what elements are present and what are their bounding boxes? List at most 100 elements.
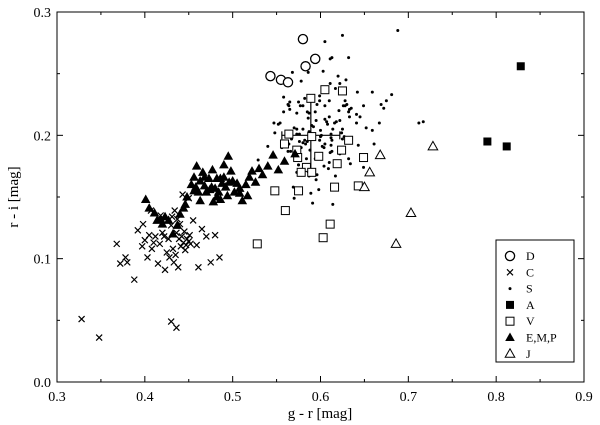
x-axis-label: g - r [mag] [288, 406, 353, 422]
data-point [266, 144, 270, 148]
x-tick-label: 0.7 [400, 390, 418, 405]
data-point [207, 258, 215, 266]
data-point [344, 135, 354, 145]
x-tick-label: 0.8 [487, 390, 505, 405]
data-point [303, 96, 307, 100]
data-point [167, 318, 175, 325]
x-tick-label: 0.6 [312, 390, 330, 405]
data-point [289, 149, 293, 153]
data-point [169, 245, 177, 253]
data-point [372, 142, 376, 146]
data-point [340, 131, 344, 135]
data-point [139, 220, 147, 228]
data-point [390, 237, 402, 248]
data-point [297, 100, 301, 104]
data-point [348, 162, 352, 166]
data-point [178, 233, 186, 240]
data-point [290, 70, 294, 74]
data-point [337, 109, 341, 113]
data-point [319, 128, 322, 132]
data-point [318, 138, 322, 142]
data-point [294, 186, 304, 196]
data-point [198, 225, 206, 233]
legend-item: J [504, 347, 531, 361]
data-point [134, 226, 142, 234]
x-tick-label: 0.4 [136, 390, 154, 405]
data-point [295, 127, 299, 131]
data-point [338, 119, 342, 123]
data-point [300, 61, 311, 72]
data-point [226, 166, 236, 175]
data-point [151, 233, 159, 240]
data-point [296, 167, 306, 177]
data-point [287, 104, 291, 108]
data-point [315, 103, 319, 106]
data-point [257, 169, 268, 179]
data-point [382, 106, 386, 110]
data-point [297, 33, 309, 45]
data-point [304, 157, 308, 161]
data-point [340, 33, 344, 37]
series-s [256, 29, 425, 206]
data-point [359, 153, 369, 163]
legend-marker [505, 316, 515, 326]
data-point [516, 62, 525, 71]
x-tick-label: 0.3 [48, 390, 66, 405]
data-point [358, 181, 371, 192]
data-point [148, 245, 156, 253]
data-point [215, 173, 226, 182]
legend-item: S [508, 282, 533, 296]
data-point [417, 121, 421, 125]
legend-item: A [506, 298, 535, 312]
data-point [182, 192, 192, 201]
legend-label: A [526, 298, 535, 312]
data-point [309, 191, 313, 195]
data-point [171, 207, 179, 214]
x-tick-label: 0.5 [224, 390, 242, 405]
legend-marker [506, 268, 514, 276]
legend-item: V [505, 314, 535, 328]
data-point [263, 161, 273, 170]
data-point [318, 94, 322, 98]
data-point [279, 156, 290, 165]
data-point [216, 254, 223, 261]
series-j [358, 140, 439, 248]
data-point [279, 139, 289, 149]
data-point [332, 159, 342, 169]
data-point [301, 162, 311, 172]
data-point [292, 126, 296, 130]
legend-item: E,M,P [505, 331, 557, 345]
data-point [347, 110, 351, 114]
data-point [180, 228, 188, 235]
data-point [286, 149, 290, 153]
legend-label: E,M,P [526, 331, 557, 345]
data-point [175, 209, 185, 218]
data-point [301, 141, 305, 145]
data-point [241, 179, 251, 189]
data-point [78, 315, 86, 323]
data-point [330, 56, 334, 60]
data-point [265, 70, 276, 82]
data-point [362, 165, 366, 169]
data-point [323, 40, 327, 44]
data-point [319, 135, 322, 139]
legend-label: S [526, 282, 533, 296]
data-point [307, 132, 317, 142]
data-point [370, 128, 374, 132]
data-point [288, 107, 292, 111]
legend-marker [504, 250, 516, 262]
data-point [270, 186, 280, 196]
data-point [154, 260, 162, 268]
y-axis-label: r - i [mag] [6, 166, 22, 227]
legend-item: D [504, 249, 535, 263]
data-point [220, 182, 231, 191]
data-point [333, 86, 337, 90]
data-point [163, 249, 171, 256]
data-point [311, 125, 315, 129]
data-point [329, 136, 333, 140]
y-tick-label: 0.2 [34, 129, 52, 144]
data-point [123, 258, 131, 266]
data-point [172, 251, 179, 259]
data-point [150, 239, 158, 247]
